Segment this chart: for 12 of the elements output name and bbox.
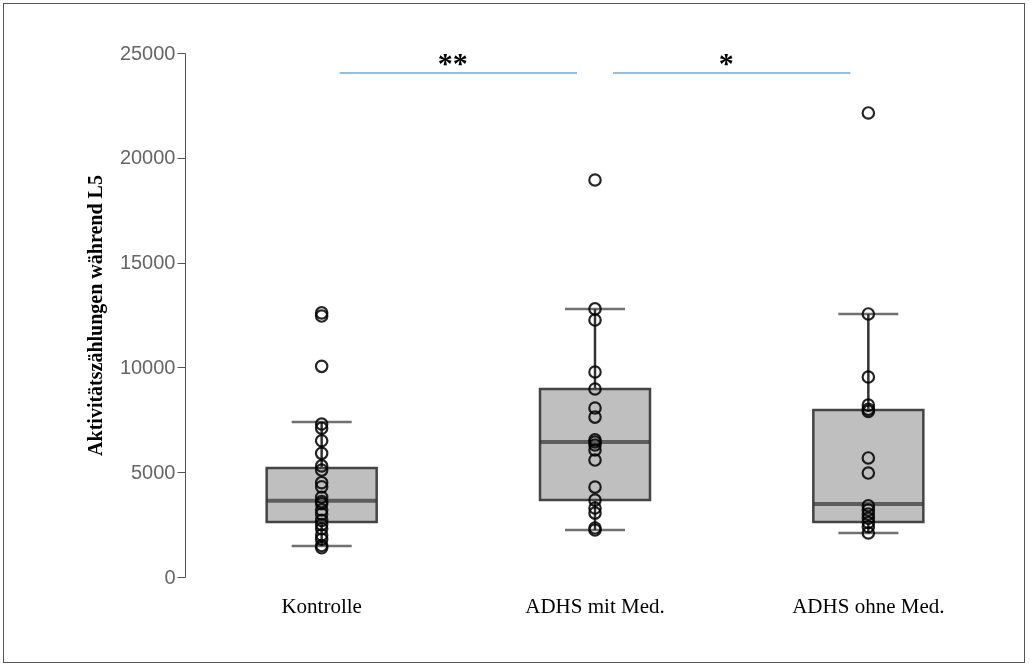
y-axis-title: Aktivitätszählungen während L5 — [83, 175, 107, 456]
y-tick-label: 15000 — [119, 251, 176, 274]
annotation: * — [718, 46, 734, 79]
y-tick-label: 25000 — [119, 41, 176, 64]
x-tick-label: ADHS mit Med. — [525, 593, 665, 618]
y-tick-label: 20000 — [119, 146, 176, 169]
y-tick-label: 10000 — [119, 355, 176, 378]
y-tick-label: 0 — [164, 565, 176, 588]
y-tick-label: 5000 — [131, 460, 176, 483]
x-tick-label: ADHS ohne Med. — [792, 593, 945, 618]
annotation: ** — [437, 46, 468, 79]
x-tick-label: Kontrolle — [281, 593, 362, 618]
